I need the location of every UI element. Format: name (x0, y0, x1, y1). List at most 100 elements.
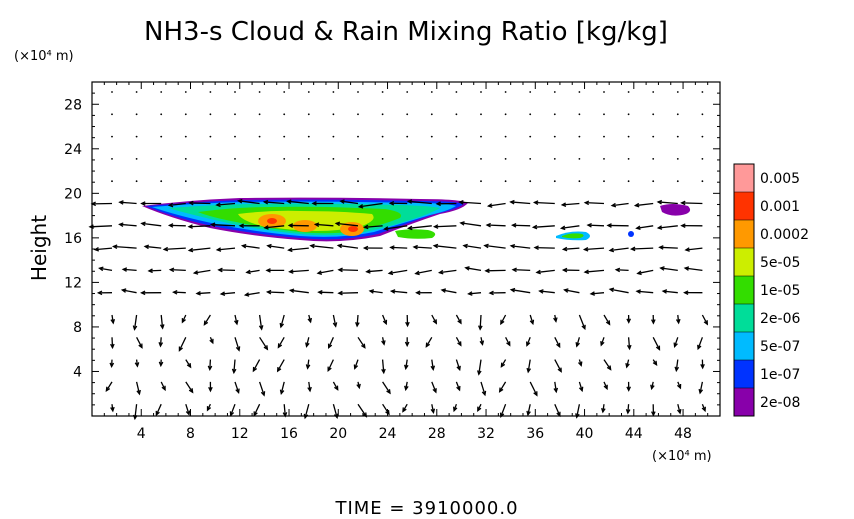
wind-vector (390, 246, 408, 249)
wind-vector-dot (480, 113, 482, 116)
colorbar-label: 5e-05 (760, 255, 800, 271)
wind-vector (609, 247, 629, 252)
wind-vector-head (140, 221, 146, 227)
wind-vector-head (381, 368, 386, 375)
wind-vector (211, 223, 236, 227)
wind-vector-head (529, 319, 535, 326)
colorbar-label: 1e-07 (760, 367, 800, 383)
wind-vector-dot (701, 158, 704, 160)
wind-vector-head (556, 342, 561, 349)
wind-vector-head (361, 343, 366, 349)
y-tick-label: 16 (64, 231, 82, 247)
wind-vector-dot (357, 180, 359, 183)
wind-vector-dot (529, 113, 532, 116)
wind-vector-dot (553, 91, 556, 93)
wind-vector-head (563, 288, 569, 293)
wind-vector-dot (111, 158, 113, 160)
cloud-region-far-east (660, 204, 691, 216)
wind-vector (699, 381, 704, 394)
colorbar-swatch (734, 248, 754, 277)
wind-vector (310, 245, 334, 249)
time-label: TIME = 3910000.0 (334, 498, 518, 519)
wind-vector-head (138, 343, 143, 349)
wind-vector-head (659, 266, 665, 271)
colorbar-label: 1e-05 (760, 283, 800, 299)
wind-vector-dot (406, 113, 409, 116)
y-tick-label: 20 (64, 186, 82, 202)
wind-vector-head (162, 246, 169, 252)
wind-vector (133, 314, 138, 330)
wind-vector-head (635, 225, 641, 231)
wind-vector (590, 292, 605, 295)
wind-vector (308, 381, 311, 391)
wind-vector-head (608, 287, 615, 293)
wind-vector (415, 269, 432, 275)
x-tick-label: 48 (674, 426, 692, 442)
wind-vector-head (356, 383, 361, 390)
wind-vector (499, 381, 507, 392)
wind-vector-dot (430, 113, 433, 116)
wind-vector (425, 336, 433, 347)
wind-vector-dot (430, 180, 433, 183)
wind-vector (512, 224, 531, 227)
wind-vector-head (650, 384, 655, 391)
wind-vector (369, 290, 383, 294)
wind-vector-head (158, 342, 164, 348)
wind-vector (357, 336, 366, 348)
wind-vector-head (538, 289, 544, 294)
wind-vector (529, 381, 538, 396)
wind-vector-dot (480, 180, 482, 183)
wind-vector-dot (652, 113, 655, 116)
wind-vector-dot (578, 158, 581, 160)
wind-vector (287, 200, 309, 205)
wind-vector-head (215, 247, 222, 252)
wind-vector (701, 314, 708, 325)
wind-vector-dot (455, 113, 458, 116)
wind-vector-head (683, 290, 689, 295)
wind-vector-head (385, 410, 390, 416)
wind-vector-dot (627, 91, 630, 93)
wind-vector-head (467, 291, 473, 296)
wind-vector (652, 337, 661, 350)
colorbar-label: 0.001 (760, 199, 800, 215)
wind-vector-head (334, 385, 339, 391)
wind-vector (105, 381, 113, 392)
x-tick-label: 40 (576, 426, 594, 442)
wind-vector-head (238, 223, 244, 229)
wind-vector (234, 314, 238, 325)
wind-vector-head (192, 270, 199, 275)
wind-vector (354, 359, 359, 369)
y-tick-label: 28 (64, 97, 82, 113)
wind-vector-head (625, 408, 631, 415)
wind-vector (359, 202, 383, 208)
wind-vector-dot (332, 113, 335, 116)
wind-vector-head (195, 291, 201, 296)
wind-vector-head (484, 268, 490, 274)
wind-vector (554, 359, 562, 372)
wind-vector-dot (332, 158, 335, 160)
wind-vector-head (167, 223, 174, 228)
wind-vector-head (425, 342, 431, 348)
wind-vector (584, 269, 605, 273)
wind-vector (439, 269, 457, 274)
wind-vector-dot (455, 91, 458, 93)
wind-vector (264, 201, 285, 205)
chart-title: NH3-s Cloud & Rain Mixing Ratio [kg/kg] (144, 17, 668, 47)
wind-vector-head (140, 201, 146, 206)
wind-vector (188, 225, 211, 228)
wind-vector-head (456, 385, 461, 392)
wind-vector (169, 202, 186, 207)
wind-vector (203, 314, 211, 325)
wind-vector-head (582, 246, 589, 252)
wind-vector-head (387, 270, 394, 276)
wind-vector-head (655, 345, 661, 351)
wind-vector (189, 202, 211, 205)
wind-vector-dot (307, 158, 310, 160)
wind-vector-dot (652, 180, 655, 183)
wind-vector (455, 336, 462, 346)
wind-vector-head (553, 317, 558, 323)
wind-vector-dot (578, 113, 581, 116)
wind-vector (384, 225, 408, 230)
wind-vector-head (263, 345, 269, 351)
wind-vector-dot (381, 180, 384, 183)
